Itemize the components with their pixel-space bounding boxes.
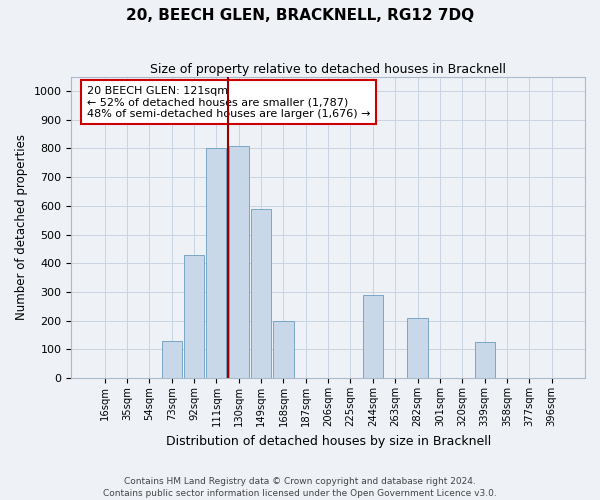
Bar [184,254,204,378]
Bar [206,148,226,378]
Bar [251,208,271,378]
Title: Size of property relative to detached houses in Bracknell: Size of property relative to detached ho… [150,62,506,76]
Bar [274,320,293,378]
Bar [407,318,428,378]
Bar [161,341,182,378]
Text: 20 BEECH GLEN: 121sqm
← 52% of detached houses are smaller (1,787)
48% of semi-d: 20 BEECH GLEN: 121sqm ← 52% of detached … [86,86,370,119]
Text: Contains HM Land Registry data © Crown copyright and database right 2024.
Contai: Contains HM Land Registry data © Crown c… [103,476,497,498]
Bar [229,146,249,378]
Text: 20, BEECH GLEN, BRACKNELL, RG12 7DQ: 20, BEECH GLEN, BRACKNELL, RG12 7DQ [126,8,474,22]
Bar [363,295,383,378]
Bar [475,342,494,378]
X-axis label: Distribution of detached houses by size in Bracknell: Distribution of detached houses by size … [166,434,491,448]
Y-axis label: Number of detached properties: Number of detached properties [15,134,28,320]
